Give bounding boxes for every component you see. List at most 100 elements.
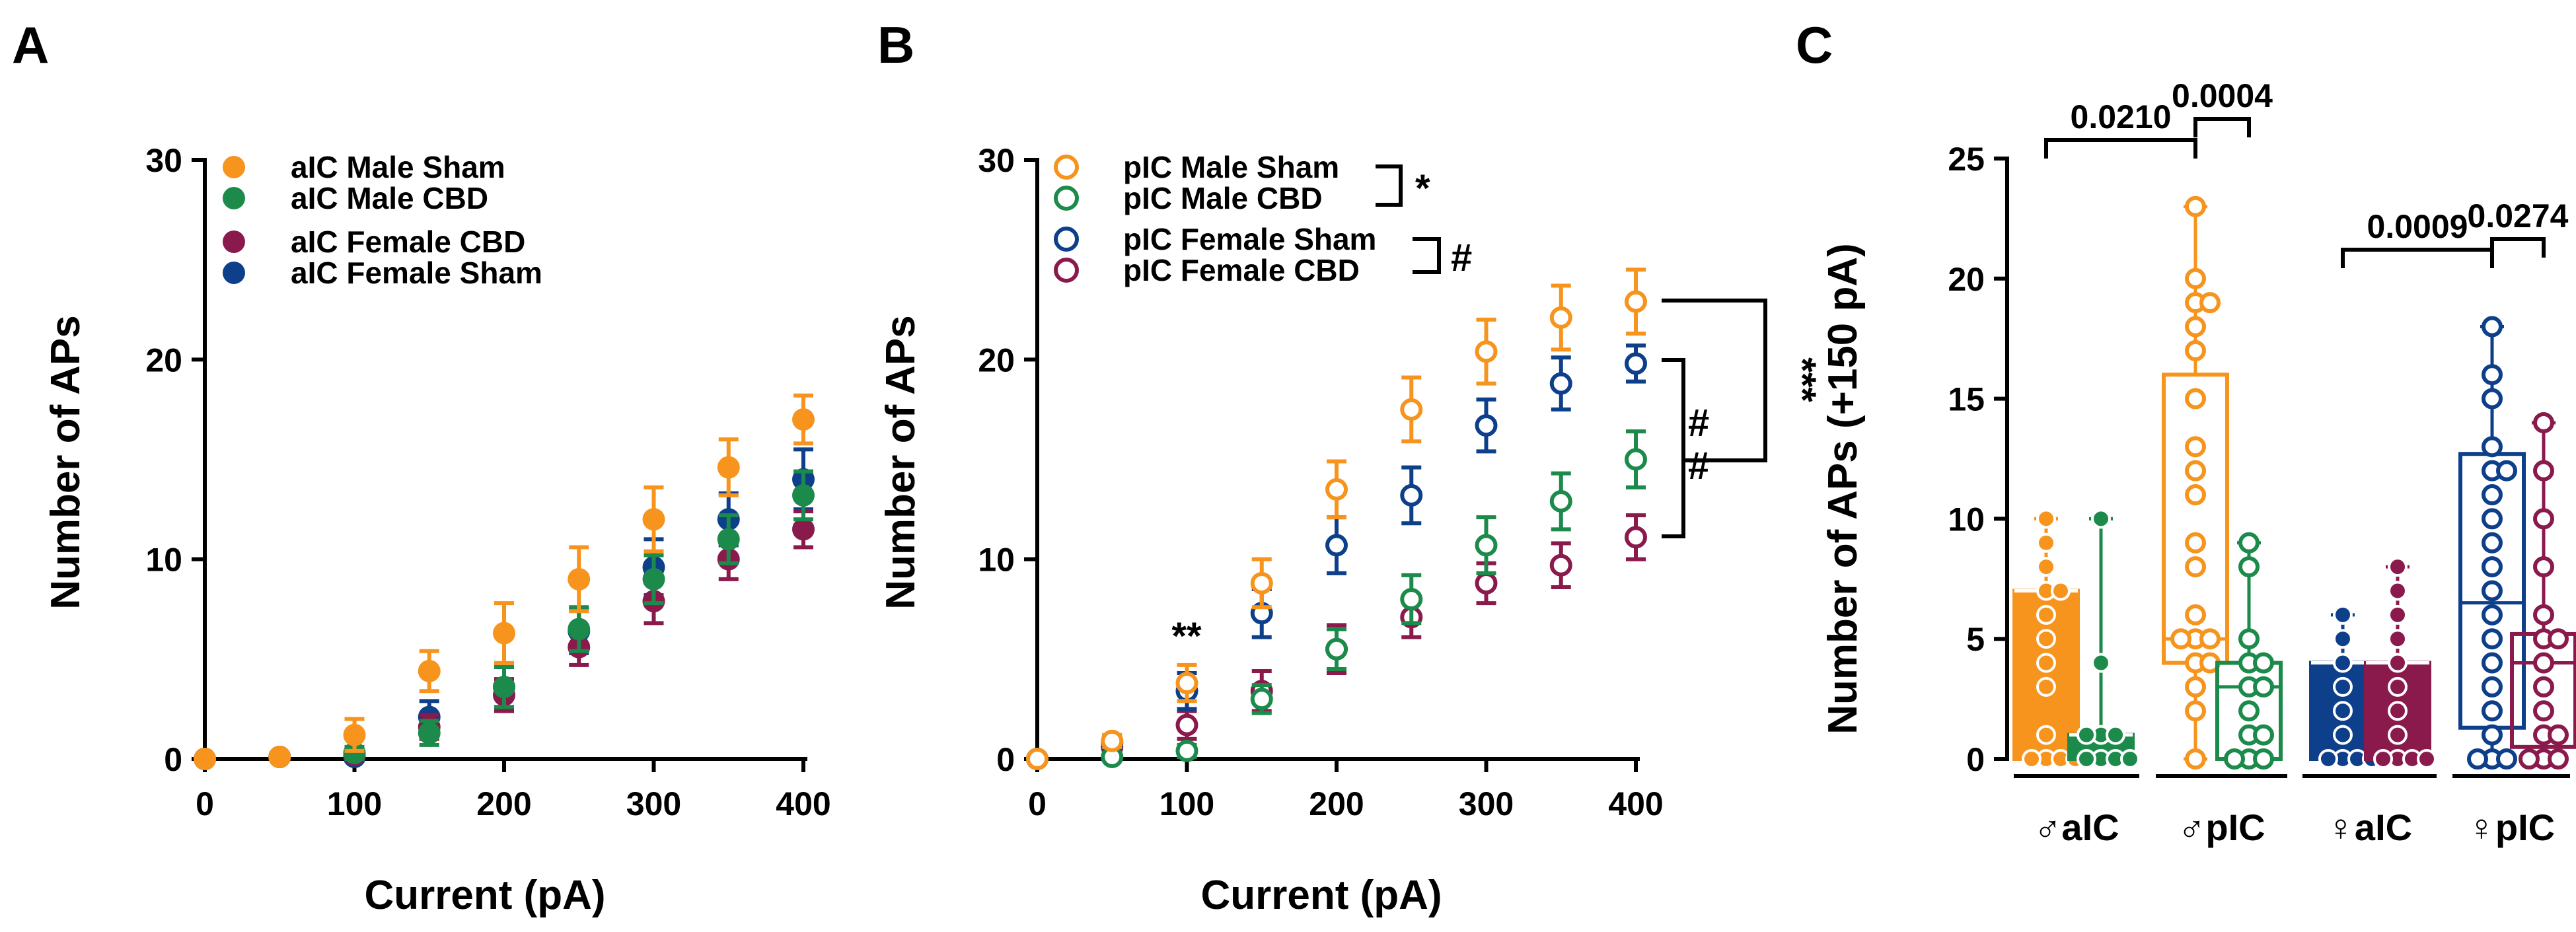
c-data-point [2533, 676, 2554, 698]
a-x-tick-label: 300 [626, 785, 681, 822]
panel-a-x-title: Current (pA) [364, 873, 605, 918]
c-data-point [2238, 556, 2260, 578]
c-y-tick-label: 25 [1948, 141, 1985, 178]
c-y-tick-label: 10 [1948, 501, 1985, 538]
b-data-point [1400, 398, 1423, 421]
c-data-point [2185, 196, 2206, 217]
c-data-point [2238, 628, 2260, 650]
sig-100pA: ** [1171, 615, 1202, 658]
c-data-point [2170, 628, 2191, 650]
c-y-tick-label: 15 [1948, 381, 1985, 418]
a-data-point [268, 745, 291, 768]
legend-bracket-female [1413, 237, 1441, 274]
panel-a: 0 100 200 300 400 0 10 20 30 aIC Male Sham aIC M… [43, 142, 831, 918]
legend-marker-a-3 [223, 262, 245, 284]
c-data-point [2548, 724, 2569, 746]
c-data-point [2482, 604, 2503, 626]
a-data-point [717, 528, 740, 551]
c-data-point [2333, 653, 2353, 673]
a-x-tick-label: 100 [327, 785, 382, 822]
c-data-point [2533, 508, 2554, 530]
c-comparison-pvalue: 0.0009 [2367, 208, 2468, 245]
c-data-point [2051, 581, 2071, 601]
c-data-point [2388, 653, 2408, 673]
c-data-point [2318, 749, 2338, 769]
c-data-point [2036, 653, 2056, 673]
c-data-point [2467, 748, 2488, 770]
sig-cbd-2: # [1688, 445, 1709, 487]
panel-letter-b: B [877, 16, 914, 74]
c-data-point [2120, 749, 2140, 769]
c-data-point [2333, 629, 2353, 649]
legend-label-a-1: aIC Male CBD [291, 181, 488, 215]
a-y-tick-label: 30 [145, 142, 182, 179]
c-data-point [2388, 676, 2408, 697]
c-group-label: ♂aIC [2034, 807, 2119, 848]
b-data-point [1175, 713, 1198, 736]
c-data-point [2482, 628, 2503, 650]
legend-marker-a-1 [223, 187, 245, 209]
c-data-point [2091, 509, 2111, 529]
c-data-point [2482, 364, 2503, 386]
a-data-point [568, 618, 591, 641]
a-data-point [343, 741, 366, 764]
a-data-point [792, 408, 815, 431]
b-data-point [1549, 489, 1572, 513]
b-data-point [1625, 448, 1647, 471]
panel-b-x-title: Current (pA) [1200, 873, 1442, 918]
b-data-point [1175, 739, 1198, 762]
a-data-point [194, 748, 216, 770]
panel-b: 0 100 200 300 400 0 10 20 30 pIC Male Sham pIC M… [878, 142, 1823, 918]
b-x-tick-label: 100 [1159, 785, 1214, 822]
b-y-tick-label: 0 [996, 741, 1015, 778]
c-group-label: ♀pIC [2468, 807, 2555, 848]
a-data-point [343, 723, 366, 746]
c-data-point [2482, 316, 2503, 338]
c-data-point [2199, 292, 2221, 314]
panel-letter-a: A [12, 16, 49, 74]
a-data-point [493, 622, 515, 645]
legend-marker-a-2 [223, 231, 245, 253]
c-data-point [2373, 749, 2393, 769]
legend-marker-b-2 [1054, 227, 1079, 252]
c-data-point [2482, 652, 2503, 674]
b-data-point [1625, 290, 1647, 313]
b-data-point [1475, 534, 1498, 557]
c-data-point [2091, 653, 2111, 673]
c-data-point [2106, 725, 2125, 745]
c-data-point [2482, 676, 2503, 698]
c-data-point [2496, 748, 2517, 770]
b-data-point [1325, 534, 1348, 557]
c-data-point [2185, 748, 2206, 770]
c-data-point [2185, 700, 2206, 722]
c-y-tick-label: 0 [1966, 741, 1985, 778]
legend-marker-b-1 [1054, 186, 1079, 211]
legend-marker-a-0 [223, 156, 245, 178]
c-data-point [2253, 652, 2274, 674]
c-data-point [2533, 700, 2554, 722]
b-data-point [1400, 484, 1423, 507]
c-data-point [2036, 629, 2056, 649]
c-data-point [2533, 412, 2554, 433]
c-y-tick-label: 5 [1966, 621, 1985, 658]
c-data-point [2238, 532, 2260, 554]
a-y-tick-label: 10 [145, 542, 182, 579]
legend-marker-b-0 [1054, 155, 1079, 180]
c-data-point [2077, 725, 2096, 745]
c-data-point [2388, 725, 2408, 745]
c-data-point [2482, 508, 2503, 530]
c-y-tick-label: 20 [1948, 261, 1985, 298]
a-data-point [642, 567, 665, 591]
c-data-point [2333, 701, 2353, 721]
c-data-point [2533, 460, 2554, 482]
c-data-point [2533, 556, 2554, 578]
c-data-point [2077, 749, 2096, 769]
c-data-point [2185, 460, 2206, 482]
a-x-tick-label: 200 [476, 785, 531, 822]
c-data-point [2022, 749, 2042, 769]
a-y-tick-label: 0 [164, 741, 182, 778]
c-data-point [2185, 340, 2206, 361]
panel-a-plot: 0 100 200 300 400 0 10 20 30 [145, 142, 830, 822]
